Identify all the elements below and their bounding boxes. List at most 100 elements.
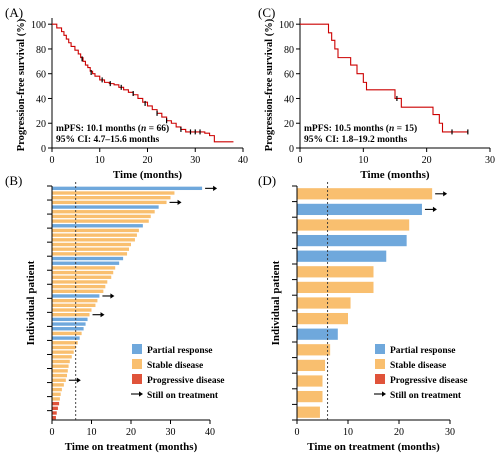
x-tick-label-c: 20 xyxy=(422,155,432,166)
arrow-head-d xyxy=(432,206,437,212)
y-tick-label-c: 20 xyxy=(284,119,294,130)
bar-stable-b xyxy=(52,392,61,396)
y-axis-title-c: Progression-free survival (%) xyxy=(264,18,275,151)
km-curve-c xyxy=(300,23,468,133)
bar-stable-b xyxy=(52,252,128,256)
annotation-line-2-a: 95% CI: 4.7–15.6 months xyxy=(56,135,159,145)
bar-stable-b xyxy=(52,397,60,401)
bar-stable-d xyxy=(297,219,410,231)
bar-stable-b xyxy=(52,214,151,219)
bar-partial-d xyxy=(297,328,338,340)
bar-partial-d xyxy=(297,234,407,247)
bar-stable-b xyxy=(52,270,114,275)
legend-swatch-progressive-b xyxy=(132,374,142,384)
legend-label-b: Still on treatment xyxy=(147,391,219,401)
y-tick-label-c: 40 xyxy=(284,94,294,105)
x-tick-label-b: 0 xyxy=(50,427,55,438)
x-tick-label-b: 20 xyxy=(126,427,136,438)
annotation-line-2-c: 95% CI: 1.8–19.2 months xyxy=(304,135,407,145)
bar-stable-b xyxy=(52,196,171,200)
y-tick-label-a: 100 xyxy=(31,20,46,31)
panel-label-b: (B) xyxy=(5,173,22,188)
x-tick-label-c: 30 xyxy=(485,155,495,166)
bar-stable-b xyxy=(52,280,108,284)
y-tick-label-c: 60 xyxy=(284,70,294,81)
y-tick-label-a: 80 xyxy=(36,45,46,56)
x-tick-label-b: 30 xyxy=(166,427,176,438)
legend-label-d: Partial response xyxy=(390,346,456,356)
bar-stable-d xyxy=(297,312,348,325)
annotation-line-1-c: mPFS: 10.5 months (n = 15) xyxy=(304,123,417,134)
bar-partial-b xyxy=(52,261,120,265)
legend-swatch-stable-b xyxy=(132,359,142,369)
x-tick-label-d: 10 xyxy=(343,427,353,438)
bar-partial-b xyxy=(52,224,143,228)
x-tick-label-d: 30 xyxy=(445,427,455,438)
bar-stable-d xyxy=(297,281,374,294)
bar-stable-b xyxy=(52,303,96,308)
y-tick-label-a: 20 xyxy=(36,119,46,130)
panel-label-a: (A) xyxy=(5,5,23,20)
bar-stable-d xyxy=(297,188,433,200)
bar-stable-d xyxy=(297,375,323,387)
bar-stable-d xyxy=(297,344,331,356)
bar-stable-b xyxy=(52,359,70,364)
x-tick-label-b: 10 xyxy=(87,427,97,438)
legend-label-b: Stable disease xyxy=(147,361,203,371)
bar-stable-b xyxy=(52,313,90,317)
bar-stable-b xyxy=(52,350,74,354)
bar-partial-b xyxy=(52,322,86,326)
y-axis-title-a: Progression-free survival (%) xyxy=(16,18,27,151)
bar-stable-b xyxy=(52,247,130,251)
bar-stable-b xyxy=(52,383,64,387)
x-tick-label-c: 0 xyxy=(298,155,303,166)
x-tick-label-a: 40 xyxy=(238,155,248,166)
bar-stable-b xyxy=(52,191,175,195)
legend-label-b: Progressive disease xyxy=(147,376,224,386)
x-tick-label-c: 10 xyxy=(358,155,368,166)
y-tick-label-a: 40 xyxy=(36,94,46,105)
bar-stable-b xyxy=(52,219,149,223)
bar-stable-b xyxy=(52,238,135,242)
x-tick-label-a: 30 xyxy=(190,155,200,166)
legend-label-d: Stable disease xyxy=(390,361,446,371)
bar-progressive-b xyxy=(52,411,57,415)
panel-label-d: (D) xyxy=(258,173,276,188)
x-tick-label-b: 40 xyxy=(205,427,215,438)
y-axis-title-b: Individual patient xyxy=(25,260,37,345)
bar-stable-b xyxy=(52,308,92,312)
arrow-head-b xyxy=(177,199,182,205)
x-axis-title-d: Time on treatment (months) xyxy=(307,441,440,453)
bar-progressive-b xyxy=(52,401,60,406)
x-tick-label-d: 0 xyxy=(295,427,300,438)
bar-stable-d xyxy=(297,390,323,403)
x-tick-label-a: 10 xyxy=(95,155,105,166)
x-axis-title-b: Time on treatment (months) xyxy=(65,441,198,453)
bar-stable-b xyxy=(52,275,112,279)
bar-partial-b xyxy=(52,205,159,209)
bar-stable-d xyxy=(297,266,374,278)
bar-stable-d xyxy=(297,406,320,418)
bar-stable-b xyxy=(52,378,66,382)
bar-stable-b xyxy=(52,284,106,289)
legend-label-d: Progressive disease xyxy=(390,376,467,386)
y-tick-label-a: 60 xyxy=(36,70,46,81)
arrow-head-b xyxy=(213,185,218,191)
bar-stable-b xyxy=(52,387,62,392)
bar-progressive-b xyxy=(52,415,56,420)
arrow-head-d xyxy=(443,191,448,197)
y-tick-label-c: 100 xyxy=(279,20,294,31)
bar-partial-d xyxy=(297,250,387,262)
bar-stable-b xyxy=(52,228,139,233)
y-tick-label-a: 0 xyxy=(41,144,46,155)
x-tick-label-a: 20 xyxy=(143,155,153,166)
panel-label-c: (C) xyxy=(258,5,275,20)
bar-stable-b xyxy=(52,355,72,359)
bar-stable-b xyxy=(52,345,76,350)
x-axis-title-a: Time (months) xyxy=(113,169,182,181)
legend-label-b: Partial response xyxy=(147,346,213,356)
bar-partial-b xyxy=(52,186,203,191)
bar-stable-d xyxy=(297,297,351,309)
